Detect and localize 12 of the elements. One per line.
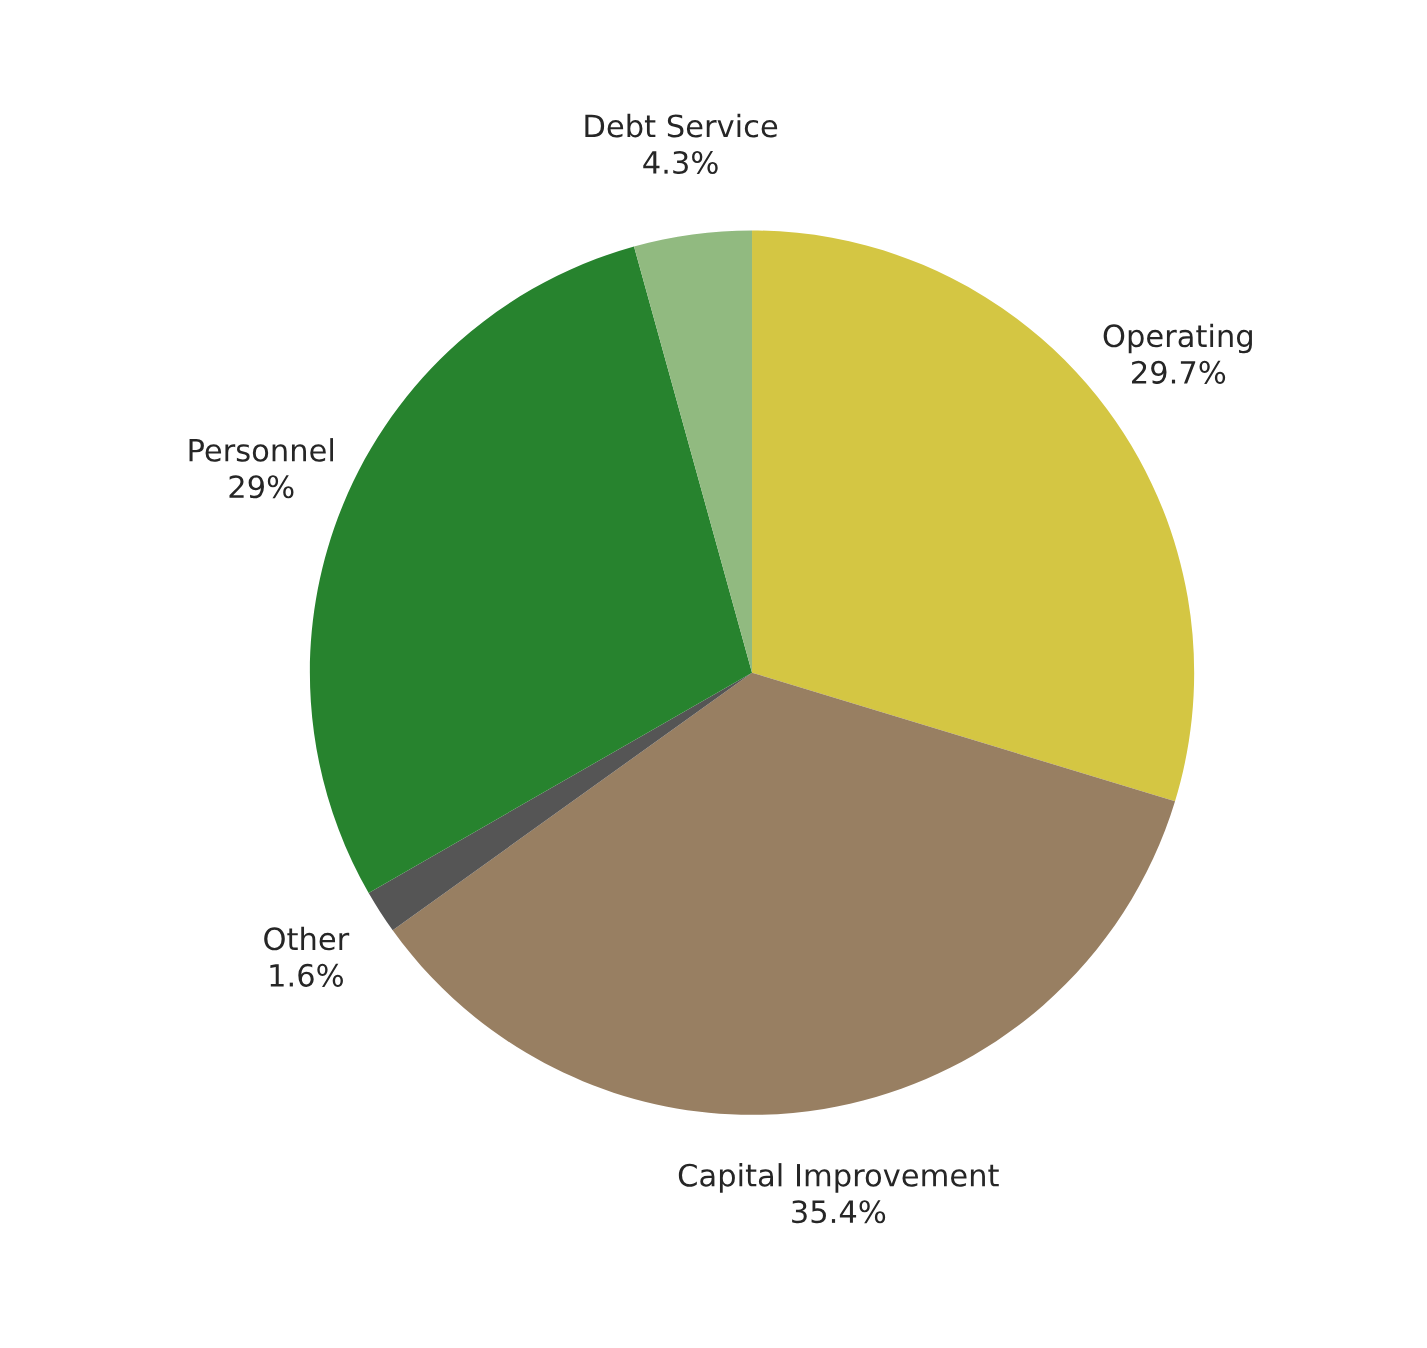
pie-slice xyxy=(634,230,753,673)
slice-label: Other xyxy=(264,926,350,951)
data-label: 4.3% xyxy=(643,150,718,175)
slice-label: Capital Improvement xyxy=(678,1163,999,1193)
data-label: 35.4% xyxy=(792,1200,886,1224)
slice-label: Personnel xyxy=(189,438,333,462)
data-label: 29% xyxy=(229,475,294,499)
slice-label: Debt Service xyxy=(585,113,778,138)
slice-label: Operating xyxy=(1103,323,1252,354)
data-label: 1.6% xyxy=(270,963,343,987)
pie-slice xyxy=(392,672,1176,1115)
data-label: 29.7% xyxy=(1132,360,1226,384)
